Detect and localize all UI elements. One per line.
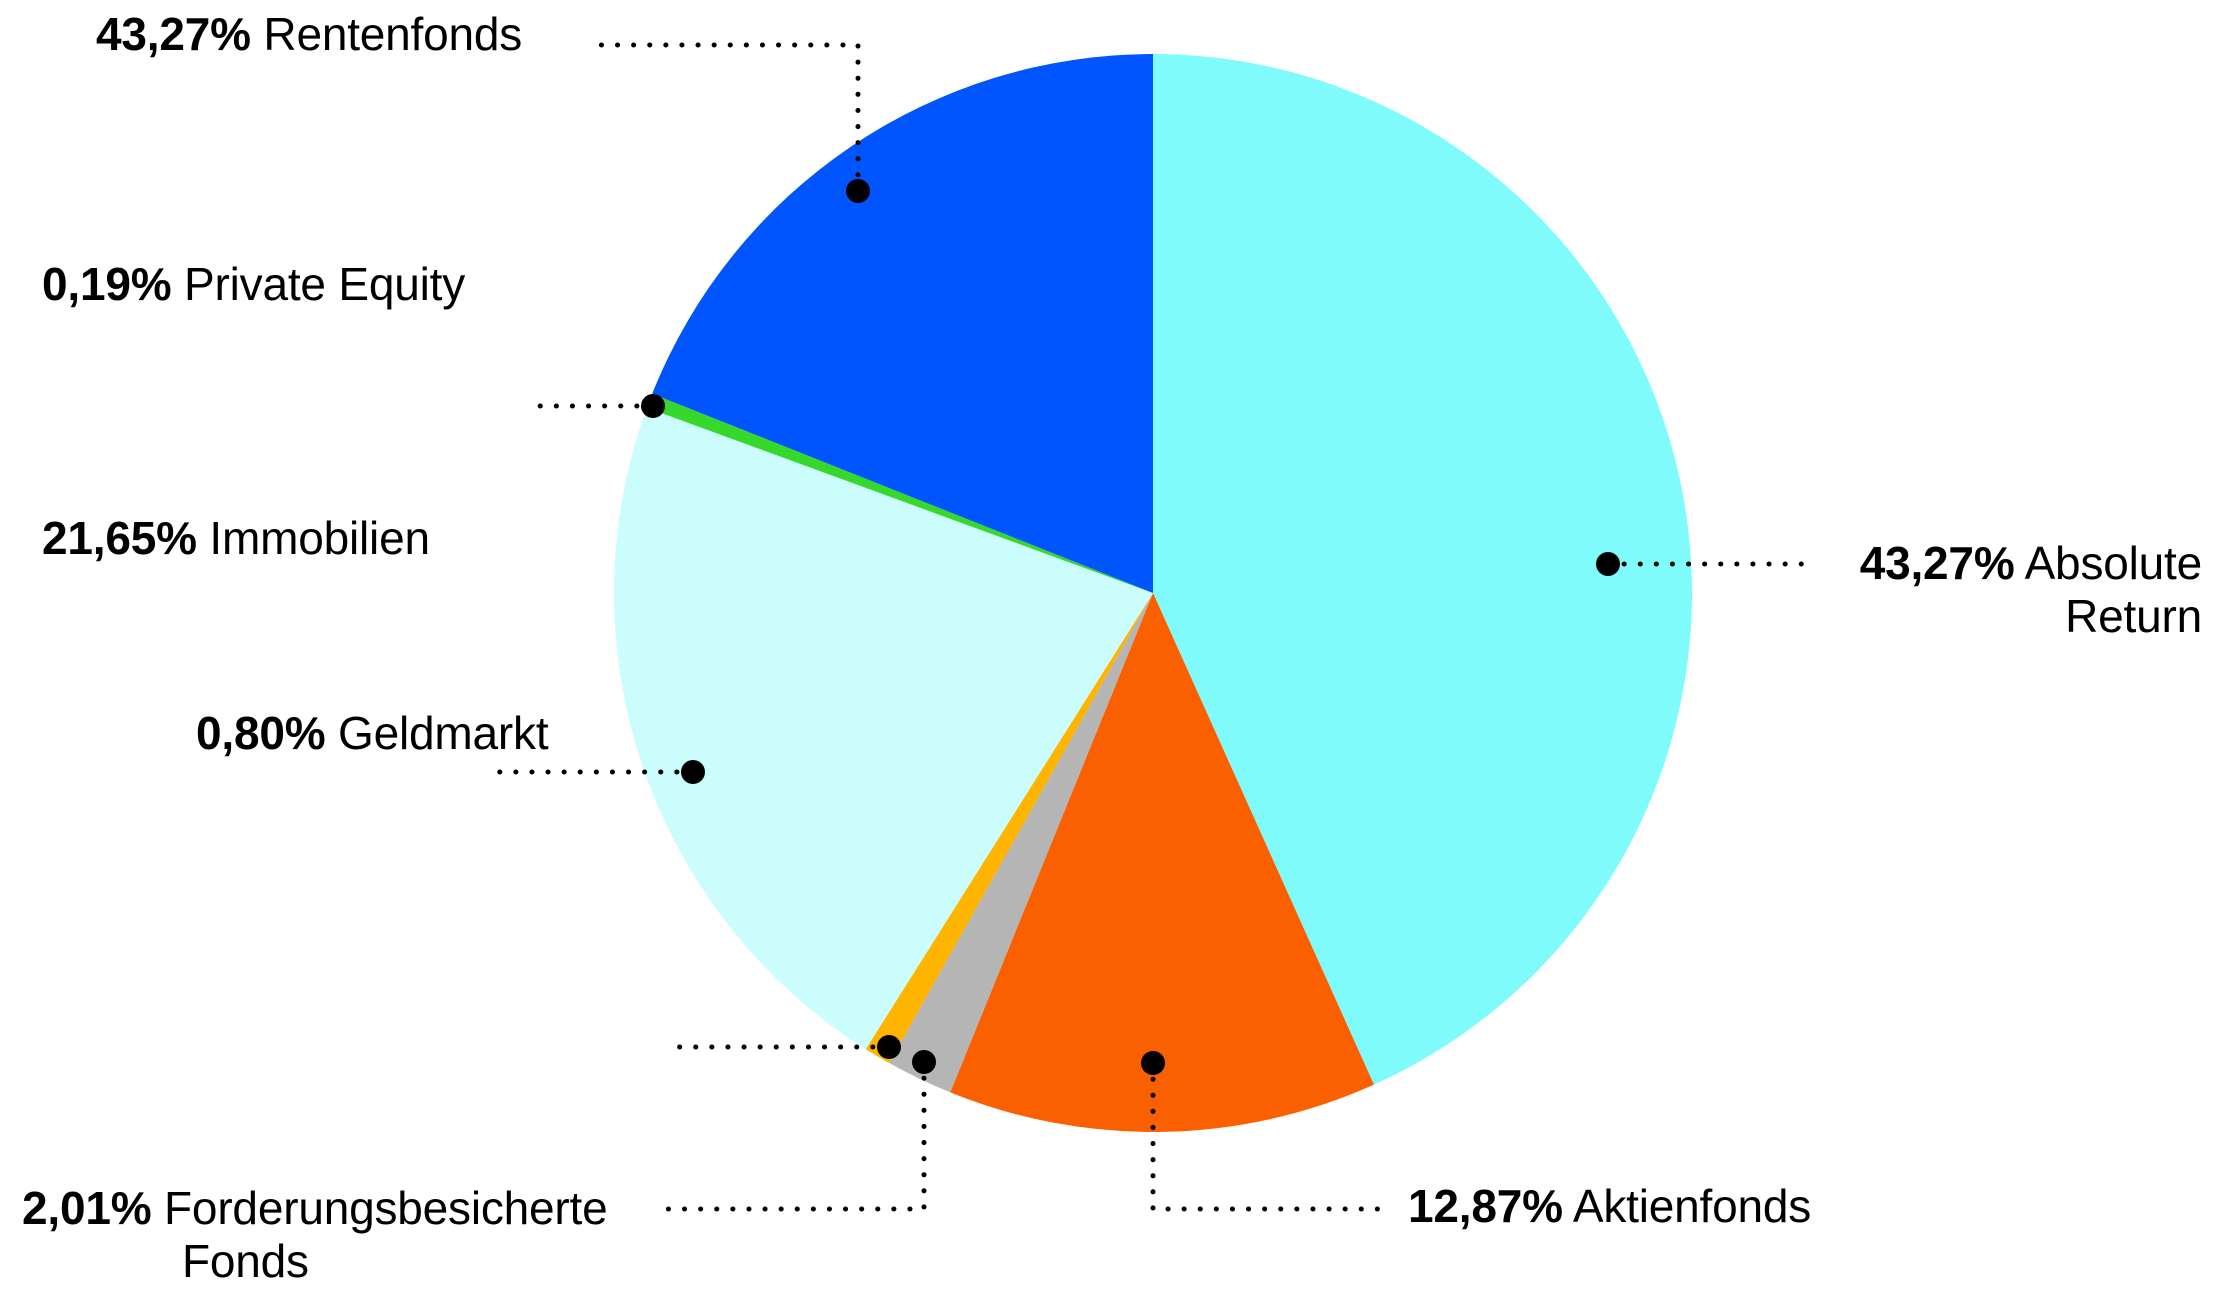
leader-dot-private-equity	[641, 394, 665, 418]
slice-label-absolute-return: 43,27% Absolute Return	[1822, 537, 2202, 644]
slice-value-aktienfonds: 12,87%	[1408, 1180, 1563, 1232]
leader-dot-geldmarkt	[877, 1035, 901, 1059]
slice-label-geldmarkt: 0,80% Geldmarkt	[196, 707, 549, 760]
leader-dot-forderungsbesicherte	[912, 1050, 936, 1074]
pie-slice	[950, 593, 1374, 1132]
pie-slice	[865, 593, 1153, 1064]
pie-slice	[646, 393, 1153, 593]
slice-name-forderungsbesicherte-fonds: Forderungsbesicherte	[164, 1182, 608, 1234]
leader-dot-rentenfonds	[846, 179, 870, 203]
slice-name-aktienfonds: Aktienfonds	[1572, 1180, 1812, 1232]
slice-label-immobilien: 21,65% Immobilien	[42, 512, 430, 565]
slice-name-private-equity: Private Equity	[184, 258, 466, 310]
leader-dot-absolute-return	[1596, 552, 1620, 576]
pie-slice	[652, 54, 1153, 593]
leader-line-aktienfonds	[1150, 1060, 1392, 1212]
slice-value-geldmarkt: 0,80%	[196, 707, 326, 759]
slice-name-rentenfonds: Rentenfonds	[263, 8, 523, 60]
pie-slice	[889, 593, 1153, 1093]
slice-name-absolute-return: Absolute	[2024, 537, 2203, 589]
leader-dot-group	[641, 179, 1620, 1075]
slice-label-forderungsbesicherte-fonds: 2,01% Forderungsbesicherte Fonds	[22, 1182, 672, 1289]
pie-slice	[614, 407, 1153, 1050]
leader-dot-immobilien	[681, 760, 705, 784]
slice-name-absolute-return-line2: Return	[2065, 590, 2202, 643]
slice-name-forderungsbesicherte-fonds-line2: Fonds	[182, 1235, 309, 1288]
slice-label-aktienfonds: 12,87% Aktienfonds	[1408, 1180, 1811, 1233]
slice-label-private-equity: 0,19% Private Equity	[42, 258, 465, 311]
leader-line-forderungsbesicherte	[665, 1059, 927, 1212]
slice-label-rentenfonds: 43,27% Rentenfonds	[96, 8, 522, 61]
slice-name-immobilien: Immobilien	[209, 512, 430, 564]
slice-value-forderungsbesicherte-fonds: 2,01%	[22, 1182, 152, 1234]
leader-line-rentenfonds	[595, 42, 861, 194]
slice-value-rentenfonds: 43,27%	[96, 8, 251, 60]
leader-dot-aktienfonds	[1141, 1051, 1165, 1075]
slice-value-private-equity: 0,19%	[42, 258, 172, 310]
slice-value-immobilien: 21,65%	[42, 512, 197, 564]
slice-value-absolute-return: 43,27%	[1859, 537, 2015, 589]
leader-line-group	[487, 42, 1808, 1212]
slice-name-geldmarkt: Geldmarkt	[338, 707, 549, 759]
pie-slice	[1153, 54, 1692, 1085]
pie-slice-group	[614, 54, 1692, 1132]
